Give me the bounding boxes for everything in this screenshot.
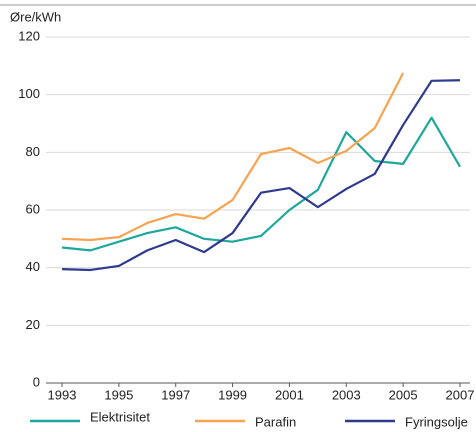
legend-label: Elektrisitet (90, 409, 150, 424)
y-tick-label: 80 (26, 144, 40, 159)
y-tick-label: 0 (33, 374, 40, 389)
y-tick-label: 20 (26, 317, 40, 332)
x-tick-label: 2001 (275, 387, 304, 402)
series-line (61, 116, 461, 252)
x-tick-label: 1999 (218, 387, 247, 402)
series-line (61, 72, 405, 242)
y-tick-label: 40 (26, 259, 40, 274)
legend-label: Parafin (255, 414, 296, 429)
x-tick-label: 1995 (104, 387, 133, 402)
x-tick-label: 2003 (332, 387, 361, 402)
series-line (61, 79, 461, 272)
y-tick-label: 60 (26, 201, 40, 216)
y-axis-label: Øre/kWh (10, 9, 61, 24)
legend-label: Fyringsolje (405, 414, 468, 429)
y-tick-label: 100 (18, 86, 40, 101)
x-tick-label: 1993 (48, 387, 77, 402)
x-tick-label: 2005 (389, 387, 418, 402)
x-tick-label: 2007 (446, 387, 475, 402)
y-tick-label: 120 (18, 28, 40, 43)
x-tick-label: 1997 (161, 387, 190, 402)
